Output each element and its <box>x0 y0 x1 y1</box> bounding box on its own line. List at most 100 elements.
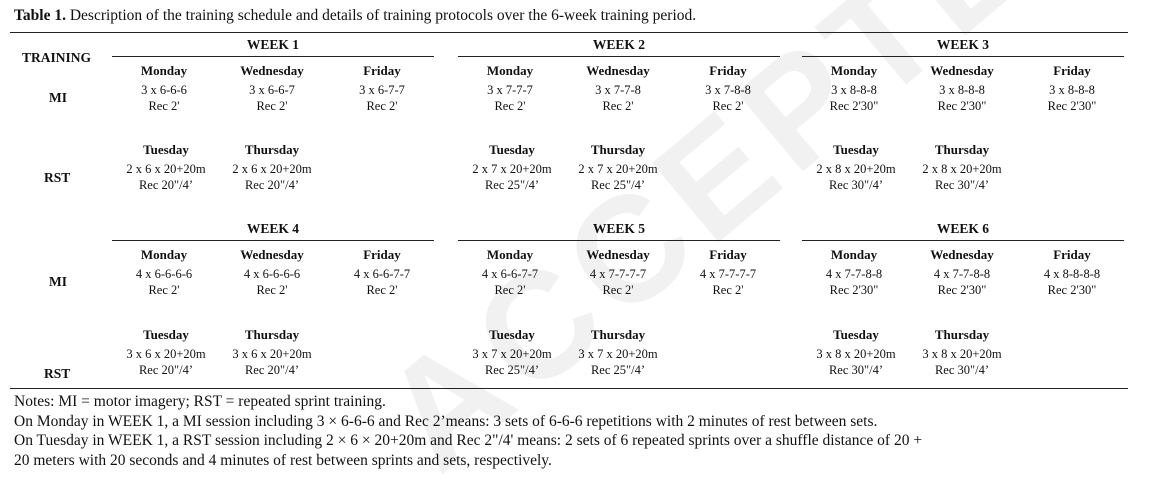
mi-session-cell: Friday 3 x 7-8-8 Rec 2' <box>676 63 780 115</box>
day-label: Wednesday <box>930 63 994 78</box>
rest-value: Rec 2'30" <box>829 283 879 297</box>
rst-session-cell: Thursday 3 x 7 x 20+20m Rec 25"/4’ <box>566 327 670 379</box>
day-label: Monday <box>486 63 534 78</box>
week-underline <box>112 240 434 241</box>
rst-session-cell: Tuesday 2 x 7 x 20+20m Rec 25"/4’ <box>460 142 564 194</box>
sets-value: 3 x 8-8-8 <box>939 82 985 97</box>
rest-value: Rec 30"/4’ <box>934 363 990 377</box>
rest-value: Rec 25"/4’ <box>484 363 540 377</box>
sets-value: 2 x 7 x 20+20m <box>578 161 658 176</box>
week-underline <box>458 56 780 57</box>
rst-session-cell: Tuesday 3 x 7 x 20+20m Rec 25"/4’ <box>460 327 564 379</box>
rest-value: Rec 2' <box>366 99 398 113</box>
sets-value: 4 x 7-7-8-8 <box>825 266 883 281</box>
sets-value: 4 x 6-6-6-6 <box>243 266 301 281</box>
day-label: Thursday <box>590 142 646 157</box>
row-label-mi-1: MI <box>49 90 67 105</box>
mi-session-cell: Wednesday 4 x 7-7-8-8 Rec 2'30" <box>910 247 1014 299</box>
note-line: On Tuesday in WEEK 1, a RST session incl… <box>14 432 923 449</box>
rst-session-cell: Tuesday 3 x 6 x 20+20m Rec 20"/4’ <box>114 327 218 379</box>
day-label: Monday <box>830 247 878 262</box>
rest-value: Rec 2' <box>494 283 526 297</box>
week-header: WEEK 4 <box>246 221 300 236</box>
day-label: Tuesday <box>143 142 189 157</box>
day-label: Wednesday <box>930 247 994 262</box>
rest-value: Rec 20"/4’ <box>138 178 194 192</box>
table-notes: Notes: MI = motor imagery; RST = repeate… <box>14 392 1129 470</box>
rst-session-cell: Tuesday 2 x 8 x 20+20m Rec 30"/4’ <box>804 142 908 194</box>
table-caption: Table 1. Description of the training sch… <box>14 7 696 25</box>
day-label: Thursday <box>934 142 990 157</box>
day-label: Tuesday <box>833 142 879 157</box>
rst-session-cell: Thursday 2 x 6 x 20+20m Rec 20"/4’ <box>220 142 324 194</box>
week-underline <box>112 56 434 57</box>
rst-session-cell: Thursday 3 x 8 x 20+20m Rec 30"/4’ <box>910 327 1014 379</box>
day-label: Tuesday <box>489 142 535 157</box>
rest-value: Rec 2' <box>366 283 398 297</box>
mi-session-cell: Monday 3 x 7-7-7 Rec 2' <box>458 63 562 115</box>
day-label: Thursday <box>244 142 300 157</box>
week-header: WEEK 3 <box>936 37 990 52</box>
mi-session-cell: Wednesday 4 x 6-6-6-6 Rec 2' <box>220 247 324 299</box>
sets-value: 3 x 8 x 20+20m <box>816 346 896 361</box>
day-label: Thursday <box>244 327 300 342</box>
rest-value: Rec 30"/4’ <box>934 178 990 192</box>
mi-session-cell: Monday 4 x 6-6-7-7 Rec 2' <box>458 247 562 299</box>
day-label: Tuesday <box>489 327 535 342</box>
rest-value: Rec 2'30" <box>937 99 987 113</box>
mi-session-cell: Friday 3 x 8-8-8 Rec 2'30" <box>1020 63 1124 115</box>
rst-session-cell: Tuesday 2 x 6 x 20+20m Rec 20"/4’ <box>114 142 218 194</box>
mi-session-cell: Monday 3 x 8-8-8 Rec 2'30" <box>802 63 906 115</box>
sets-value: 2 x 7 x 20+20m <box>472 161 552 176</box>
day-label: Friday <box>363 247 401 262</box>
row-label-rst-2: RST <box>44 366 71 381</box>
mi-session-cell: Monday 3 x 6-6-6 Rec 2' <box>112 63 216 115</box>
day-label: Monday <box>140 63 188 78</box>
day-label: Tuesday <box>143 327 189 342</box>
sets-value: 3 x 7-7-8 <box>595 82 641 97</box>
rest-value: Rec 2' <box>712 99 744 113</box>
bottom-rule <box>10 388 1128 389</box>
note-line: Notes: MI = motor imagery; RST = repeate… <box>14 393 386 410</box>
note-line: On Monday in WEEK 1, a MI session includ… <box>14 412 878 430</box>
mi-session-cell: Monday 4 x 7-7-8-8 Rec 2'30" <box>802 247 906 299</box>
sets-value: 3 x 7-7-7 <box>487 82 533 97</box>
rest-value: Rec 2' <box>148 99 180 113</box>
week-header: WEEK 5 <box>592 221 646 236</box>
top-rule <box>10 32 1128 33</box>
rest-value: Rec 2'30" <box>1047 283 1097 297</box>
rest-value: Rec 20"/4’ <box>244 363 300 377</box>
sets-value: 3 x 6-7-7 <box>359 82 405 97</box>
mi-session-cell: Friday 3 x 6-7-7 Rec 2' <box>330 63 434 115</box>
sets-value: 3 x 8-8-8 <box>1049 82 1095 97</box>
day-label: Monday <box>140 247 188 262</box>
sets-value: 4 x 7-7-7-7 <box>589 266 647 281</box>
day-label: Friday <box>709 63 747 78</box>
week-header: WEEK 2 <box>592 37 646 52</box>
week-header: WEEK 6 <box>936 221 990 236</box>
training-header: TRAINING <box>22 50 92 65</box>
mi-session-cell: Wednesday 4 x 7-7-7-7 Rec 2' <box>566 247 670 299</box>
rest-value: Rec 25"/4’ <box>590 363 646 377</box>
caption-text: Description of the training schedule and… <box>65 7 697 24</box>
week-underline <box>458 240 780 241</box>
sets-value: 2 x 6 x 20+20m <box>126 161 206 176</box>
sets-value: 4 x 7-7-7-7 <box>699 266 757 281</box>
rest-value: Rec 2'30" <box>1047 99 1097 113</box>
sets-value: 2 x 8 x 20+20m <box>922 161 1002 176</box>
day-label: Wednesday <box>240 63 304 78</box>
caption-label: Table 1. <box>14 7 66 24</box>
rest-value: Rec 25"/4’ <box>590 178 646 192</box>
rst-session-cell: Tuesday 3 x 8 x 20+20m Rec 30"/4’ <box>804 327 908 379</box>
sets-value: 3 x 8 x 20+20m <box>922 346 1002 361</box>
week-underline <box>802 240 1124 241</box>
week-underline <box>802 56 1124 57</box>
mi-session-cell: Wednesday 3 x 7-7-8 Rec 2' <box>566 63 670 115</box>
mi-session-cell: Friday 4 x 6-6-7-7 Rec 2' <box>330 247 434 299</box>
sets-value: 4 x 8-8-8-8 <box>1043 266 1101 281</box>
rest-value: Rec 2'30" <box>937 283 987 297</box>
rst-session-cell: Thursday 3 x 6 x 20+20m Rec 20"/4’ <box>220 327 324 379</box>
sets-value: 3 x 6 x 20+20m <box>232 346 312 361</box>
sets-value: 4 x 6-6-6-6 <box>135 266 193 281</box>
day-label: Friday <box>1053 247 1091 262</box>
